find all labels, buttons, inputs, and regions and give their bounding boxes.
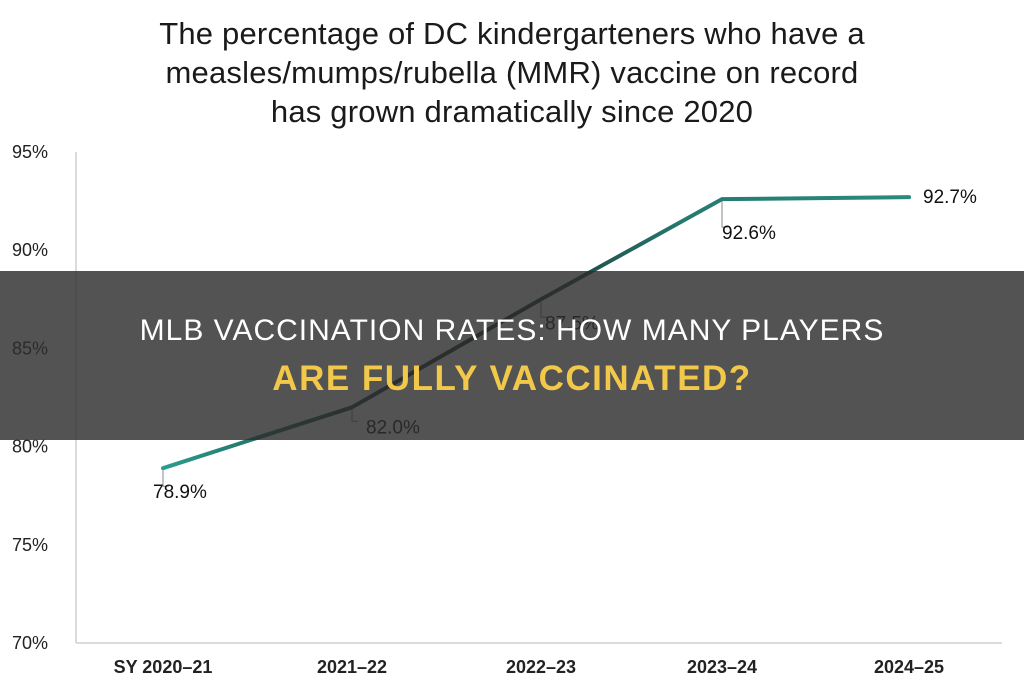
chart-title-line-1: The percentage of DC kindergarteners who…: [159, 16, 865, 51]
data-label: 78.9%: [153, 482, 207, 503]
chart-title-line-3: has grown dramatically since 2020: [270, 94, 754, 129]
headline-line-1: MLB Vaccination Rates: How Many Players: [139, 313, 885, 347]
y-tick-label: 75%: [12, 535, 48, 555]
y-tick-label: 95%: [12, 142, 48, 162]
y-tick-label: 70%: [12, 633, 48, 653]
y-tick-label: 80%: [12, 437, 48, 457]
chart-axes: 95%90%85%80%75%70%SY 2020–212021–222022–…: [12, 142, 1002, 677]
data-label: 92.6%: [722, 223, 776, 244]
data-label-leader: [721, 201, 728, 228]
y-tick-label: 90%: [12, 240, 48, 260]
data-label-leader: [162, 470, 169, 487]
headline-line-2: Are Fully Vaccinated?: [272, 358, 752, 398]
chart-title-line-2: measles/mumps/rubella (MMR) vaccine on r…: [165, 55, 859, 90]
x-tick-label: 2024–25: [874, 657, 944, 677]
x-tick-label: 2022–23: [506, 657, 576, 677]
x-tick-label: SY 2020–21: [114, 657, 213, 677]
chart-title: The percentage of DC kindergarteners who…: [0, 14, 1024, 131]
headline-overlay: MLB Vaccination Rates: How Many Players …: [0, 271, 1024, 440]
x-tick-label: 2023–24: [687, 657, 757, 677]
x-tick-label: 2021–22: [317, 657, 387, 677]
data-label: 92.7%: [923, 187, 977, 208]
